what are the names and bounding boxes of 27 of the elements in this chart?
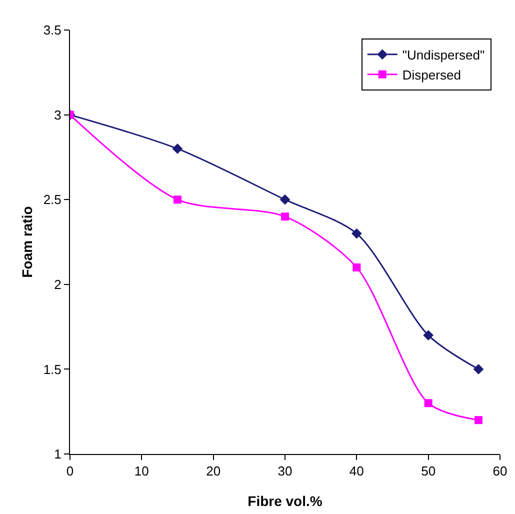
- point: [174, 196, 182, 204]
- x-tick-label: 0: [66, 464, 74, 479]
- point: [281, 212, 289, 221]
- y-tick-label: 3: [54, 107, 62, 122]
- x-tick-label: 20: [206, 464, 221, 479]
- y-tick-label: 3.5: [43, 22, 62, 38]
- y-tick-label: 1: [54, 446, 62, 462]
- legend-label: Dispersed: [402, 67, 461, 82]
- point: [423, 330, 434, 340]
- point: [280, 194, 290, 205]
- point: [424, 399, 432, 408]
- legend-label: "Undispersed": [402, 48, 485, 62]
- point: [351, 228, 362, 239]
- point: [474, 416, 482, 424]
- point: [473, 364, 484, 374]
- x-tick-label: 40: [349, 464, 364, 479]
- x-tick-label: 10: [134, 464, 149, 479]
- y-tick-label: 2.5: [43, 192, 62, 208]
- y-tick-label: 1.5: [43, 362, 62, 377]
- point: [172, 144, 183, 154]
- x-tick-label: 30: [278, 464, 292, 479]
- point: [352, 263, 361, 272]
- x-tick-label: 50: [421, 464, 436, 479]
- y-tick-label: 2: [54, 276, 62, 292]
- y-axis-title: Foam ratio: [19, 206, 35, 278]
- x-axis-title: Fibre vol.%: [248, 493, 323, 509]
- x-tick-label: 60: [492, 464, 508, 479]
